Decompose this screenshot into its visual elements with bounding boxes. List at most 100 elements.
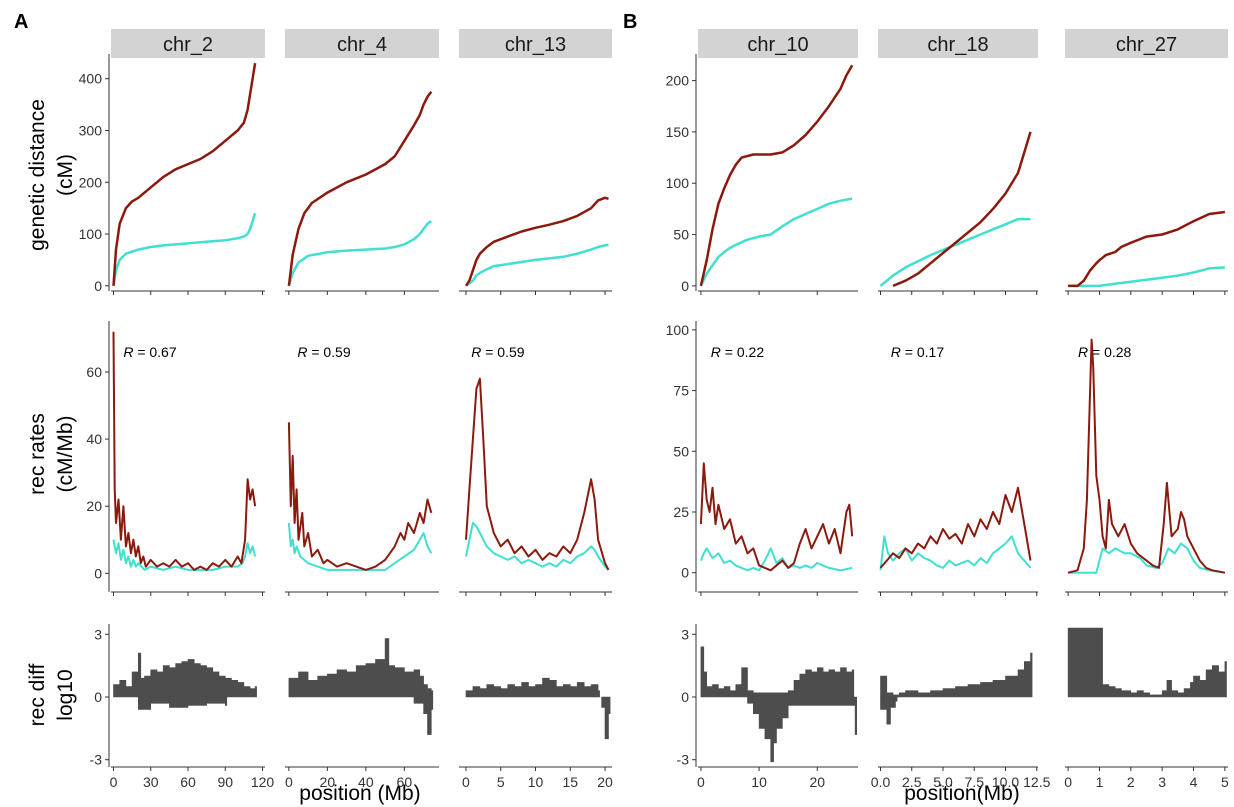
rec-diff-positive-area-chr-18: [880, 652, 1033, 698]
correlation-annotation-chr-18: R = 0.17: [891, 344, 945, 360]
facet-strip-chr-2: [111, 29, 265, 58]
panel-a-label: A: [14, 11, 28, 33]
y-tick-label-diff: 3: [94, 626, 102, 642]
rec-diff-negative-area-chr-10: [747, 696, 857, 763]
rec-diff-positive-area-chr-13: [465, 677, 600, 698]
x-tick-label-chr-4: 20: [320, 774, 336, 790]
y-tick-label-distance: 50: [673, 227, 689, 243]
y-tick-label-rates: 0: [94, 565, 102, 581]
x-tick-label-chr-2: 60: [180, 774, 196, 790]
rec-diff-positive-area-chr-4: [288, 638, 434, 698]
correlation-annotation-chr-2: R = 0.67: [123, 344, 177, 360]
distance-series-1-line-chr-27: [1068, 210, 1226, 288]
rec-diff-negative-area-chr-18: [880, 696, 898, 725]
y-tick-label-rates: 100: [666, 322, 690, 338]
x-tick-label-chr-27: 3: [1158, 774, 1166, 790]
row-title-distance-line2: (cM): [54, 154, 77, 196]
rates-series-2-line-chr-10: [699, 547, 853, 572]
x-axis-title-b: position(Mb): [904, 782, 1020, 805]
x-tick-label-chr-18: 5.0: [933, 774, 953, 790]
x-tick-label-chr-10: 10: [751, 774, 767, 790]
y-tick-label-rates: 20: [86, 498, 102, 514]
facet-label-chr-2: chr_2: [163, 34, 213, 56]
y-tick-label-distance: 300: [79, 122, 103, 138]
x-tick-label-chr-18: 0.0: [871, 774, 891, 790]
rates-series-1-line-chr-27: [1067, 338, 1226, 574]
rates-series-2-line-chr-18: [879, 535, 1032, 571]
distance-series-1-line-chr-2: [112, 63, 257, 286]
x-tick-label-chr-27: 1: [1096, 774, 1104, 790]
facet-label-chr-13: chr_13: [505, 34, 566, 56]
y-tick-label-rates: 60: [86, 364, 102, 380]
rates-series-2-line-chr-13: [465, 522, 610, 571]
x-tick-label-chr-2: 0: [110, 774, 118, 790]
facet-strip-chr-27: [1065, 29, 1228, 58]
facet-strip-chr-4: [285, 29, 439, 58]
y-tick-label-distance: 0: [94, 278, 102, 294]
y-tick-label-rates: 0: [681, 565, 689, 581]
y-tick-label-distance: 400: [79, 71, 103, 87]
y-tick-label-distance: 200: [79, 174, 103, 190]
y-tick-label-distance: 100: [79, 226, 103, 242]
rec-diff-negative-area-chr-13: [601, 696, 611, 740]
y-tick-label-diff: 0: [94, 689, 102, 705]
distance-series-2-line-chr-2: [112, 212, 257, 286]
rates-series-1-line-chr-10: [699, 462, 854, 572]
row-title-distance-line1: genetic distance: [26, 99, 49, 251]
facet-strip-chr-18: [878, 29, 1038, 58]
y-tick-label-diff: 0: [681, 689, 689, 705]
y-tick-label-distance: 200: [666, 73, 690, 89]
rec-diff-positive-area-chr-27: [1067, 627, 1227, 698]
x-tick-label-chr-4: 0: [285, 774, 293, 790]
facet-label-chr-18: chr_18: [927, 34, 988, 56]
rec-diff-positive-area-chr-10: [700, 646, 855, 698]
distance-series-1-line-chr-18: [892, 131, 1032, 288]
y-tick-label-rates: 40: [86, 431, 102, 447]
distance-series-2-line-chr-18: [879, 217, 1031, 287]
distance-series-1-line-chr-10: [699, 64, 854, 287]
facet-strip-chr-13: [459, 29, 612, 58]
x-tick-label-chr-10: 0: [697, 774, 705, 790]
y-tick-label-rates: 50: [673, 443, 689, 459]
x-tick-label-chr-2: 30: [143, 774, 159, 790]
rates-series-1-line-chr-2: [112, 331, 257, 571]
y-tick-label-rates: 75: [673, 383, 689, 399]
y-tick-label-diff: 3: [681, 626, 689, 642]
rec-diff-negative-area-chr-2: [138, 696, 228, 710]
correlation-annotation-chr-13: R = 0.59: [471, 344, 525, 360]
rates-series-1-line-chr-18: [879, 486, 1032, 569]
row-title-rates-line2: (cM/Mb): [54, 416, 77, 493]
x-tick-label-chr-13: 10: [528, 774, 544, 790]
panel-b-label: B: [623, 11, 637, 33]
y-tick-label-rates: 25: [673, 504, 689, 520]
x-tick-label-chr-27: 0: [1064, 774, 1072, 790]
facet-label-chr-27: chr_27: [1116, 34, 1177, 56]
distance-series-2-line-chr-4: [287, 220, 433, 287]
x-tick-label-chr-18: 10.0: [992, 774, 1019, 790]
correlation-annotation-chr-4: R = 0.59: [297, 344, 351, 360]
x-tick-label-chr-18: 2.5: [902, 774, 922, 790]
distance-series-1-line-chr-4: [287, 90, 433, 286]
x-tick-label-chr-27: 5: [1221, 774, 1229, 790]
x-tick-label-chr-13: 20: [597, 774, 613, 790]
facet-strip-chr-10: [698, 29, 858, 58]
x-tick-label-chr-4: 60: [397, 774, 413, 790]
rates-series-1-line-chr-4: [287, 422, 433, 571]
x-tick-label-chr-2: 90: [217, 774, 233, 790]
x-tick-label-chr-13: 15: [562, 774, 578, 790]
correlation-annotation-chr-27: R = 0.28: [1078, 344, 1132, 360]
x-tick-label-chr-13: 5: [497, 774, 505, 790]
rates-series-1-line-chr-13: [465, 377, 610, 571]
row-title-rates-line1: rec rates: [26, 413, 49, 495]
facet-label-chr-10: chr_10: [747, 34, 808, 56]
y-tick-label-distance: 100: [666, 175, 690, 191]
x-tick-label-chr-4: 40: [358, 774, 374, 790]
x-tick-label-chr-27: 4: [1190, 774, 1198, 790]
x-tick-label-chr-18: 12.5: [1023, 774, 1050, 790]
x-tick-label-chr-2: 120: [251, 774, 275, 790]
rates-series-2-line-chr-2: [112, 539, 257, 571]
row-title-diff-line1: rec diff: [26, 664, 49, 727]
distance-series-2-line-chr-27: [1068, 266, 1225, 288]
